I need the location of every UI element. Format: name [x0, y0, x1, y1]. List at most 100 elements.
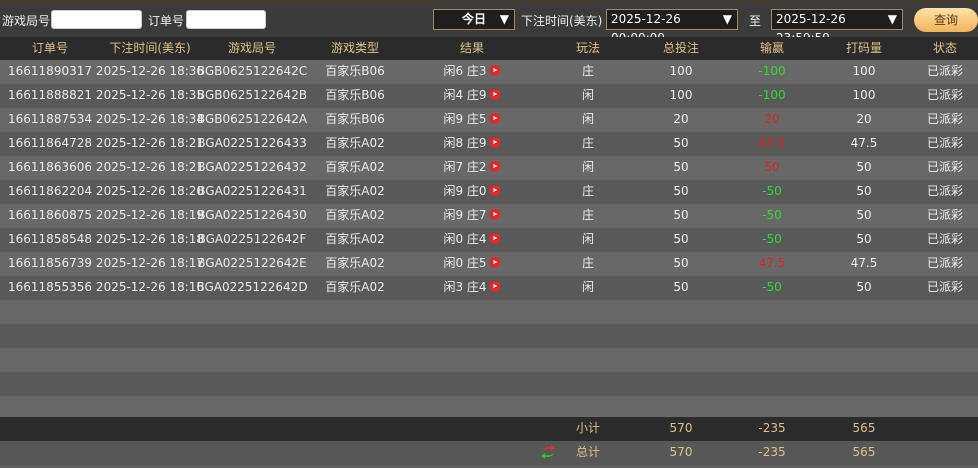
play-replay-icon[interactable] [489, 281, 501, 292]
play-replay-icon[interactable] [489, 161, 501, 172]
cell-text: 16611890317 [8, 64, 92, 78]
end-time-select[interactable]: 2025-12-26 23:59:59▼ [771, 9, 903, 45]
play-replay-icon[interactable] [489, 137, 501, 148]
play-replay-icon[interactable] [489, 113, 501, 124]
cell-order-no: 16611887534 [8, 108, 92, 131]
cell-text: 2025-12-26 18:36 [95, 64, 205, 78]
total-row: 总计 570 -235 565 [0, 441, 978, 465]
cell-text: -100 [758, 64, 786, 78]
cell-text: 16611855356 [8, 280, 92, 294]
query-button[interactable]: 查询 [914, 8, 978, 32]
cell-text: BGA0225122642D [196, 280, 308, 294]
cell-game-type: 百家乐A02 [325, 252, 384, 275]
table-row: 16611862204 2025-12-26 18:20 BGA0225122643… [0, 180, 978, 204]
cell-total-bet: 50 [673, 252, 688, 275]
cell-text: 47.5 [758, 136, 786, 150]
cell-text: 50 [856, 280, 872, 294]
cell-bet-type: 庄 [582, 132, 594, 155]
cell-text: -100 [758, 88, 786, 102]
play-replay-icon[interactable] [489, 209, 501, 220]
cell-status: 已派彩 [927, 156, 963, 179]
cell-total-bet: 50 [673, 228, 688, 251]
cell-text: 庄 [581, 64, 595, 78]
cell-bet-time: 2025-12-26 18:17 [96, 252, 204, 275]
cell-text: 16611863606 [8, 160, 92, 174]
cell-text: 已派彩 [926, 136, 964, 150]
cell-result: 闲0 庄4 [443, 228, 501, 251]
cell-bet-type: 庄 [582, 180, 594, 203]
cell-bet-type: 庄 [582, 252, 594, 275]
cell-text: 50 [673, 160, 689, 174]
cell-turnover: 50 [856, 228, 871, 251]
filter-bar: 游戏局号 订单号 今日 ▼ 下注时间(美东) 2025-12-26 00:00:0… [0, 0, 978, 45]
cell-bet-type: 庄 [582, 204, 594, 227]
period-value: 今日 [461, 12, 486, 26]
play-replay-icon[interactable] [489, 89, 501, 100]
table-row: 16611856739 2025-12-26 18:17 BGA0225122642… [0, 252, 978, 276]
cell-text: 已派彩 [926, 256, 964, 270]
play-replay-icon[interactable] [489, 233, 501, 244]
refresh-icon[interactable] [540, 444, 556, 468]
play-replay-icon[interactable] [489, 257, 501, 268]
table-row: 16611890317 2025-12-26 18:36 BGB0625122642… [0, 60, 978, 84]
cell-text: 2025-12-26 18:17 [95, 256, 205, 270]
cell-text: 50 [856, 160, 872, 174]
cell-text: 100 [669, 88, 693, 102]
cell-text: 闲0 庄5 [443, 256, 487, 270]
cell-total-bet: 50 [673, 180, 688, 203]
cell-text: 16611858548 [8, 232, 92, 246]
cell-text: 2025-12-26 18:16 [95, 280, 205, 294]
cell-text: 百家乐B06 [325, 64, 385, 78]
cell-text: 100 [852, 64, 876, 78]
cell-text: 闲4 庄9 [443, 88, 487, 102]
cell-text: 50 [673, 184, 689, 198]
cell-round-no: BGB0625122642A [197, 108, 307, 131]
cell-text: BGB0625122642C [196, 64, 308, 78]
cell-bet-time: 2025-12-26 18:20 [96, 180, 204, 203]
cell-text: 已派彩 [926, 88, 964, 102]
cell-total-bet: 100 [670, 60, 693, 83]
cell-order-no: 16611888821 [8, 84, 92, 107]
cell-text: 16611888821 [8, 88, 92, 102]
cell-text: 50 [856, 208, 872, 222]
cell-game-type: 百家乐A02 [325, 228, 384, 251]
subtotal-label: 小计 [575, 421, 601, 435]
cell-result: 闲8 庄9 [443, 132, 501, 155]
cell-turnover: 50 [856, 204, 871, 227]
cell-text: 50 [856, 184, 872, 198]
cell-text: 50 [764, 160, 780, 174]
subtotal-winloss: -235 [758, 421, 786, 435]
cell-text: BGA0225122642E [197, 256, 307, 270]
cell-text: BGA02251226433 [197, 136, 307, 150]
play-replay-icon[interactable] [489, 185, 501, 196]
subtotal-turnover: 565 [852, 421, 876, 435]
play-replay-icon[interactable] [489, 65, 501, 76]
period-select[interactable]: 今日 ▼ [433, 9, 515, 30]
cell-bet-time: 2025-12-26 18:16 [96, 276, 204, 299]
cell-status: 已派彩 [927, 252, 963, 275]
cell-text: 20 [673, 112, 689, 126]
cell-text: 50 [673, 256, 689, 270]
column-header-win-loss: 输赢 [759, 41, 785, 55]
cell-bet-type: 闲 [582, 276, 594, 299]
cell-order-no: 16611860875 [8, 204, 92, 227]
cell-round-no: BGA02251226433 [197, 132, 307, 155]
cell-game-type: 百家乐A02 [325, 132, 384, 155]
cell-round-no: BGB0625122642B [197, 84, 307, 107]
cell-text: 100 [852, 88, 876, 102]
cell-total-bet: 50 [673, 156, 688, 179]
cell-total-bet: 50 [673, 276, 688, 299]
cell-game-type: 百家乐A02 [325, 276, 384, 299]
cell-text: 2025-12-26 18:21 [95, 136, 205, 150]
cell-turnover: 100 [853, 60, 876, 83]
start-time-select[interactable]: 2025-12-26 00:00:00▼ [606, 9, 738, 45]
cell-result: 闲9 庄5 [443, 108, 501, 131]
cell-total-bet: 100 [670, 84, 693, 107]
cell-status: 已派彩 [927, 180, 963, 203]
order-input[interactable] [186, 10, 266, 29]
cell-text: 百家乐A02 [325, 232, 385, 246]
round-input[interactable] [51, 10, 142, 29]
cell-bet-time: 2025-12-26 18:19 [96, 204, 204, 227]
cell-round-no: BGA02251226430 [197, 204, 307, 227]
cell-total-bet: 50 [673, 204, 688, 227]
